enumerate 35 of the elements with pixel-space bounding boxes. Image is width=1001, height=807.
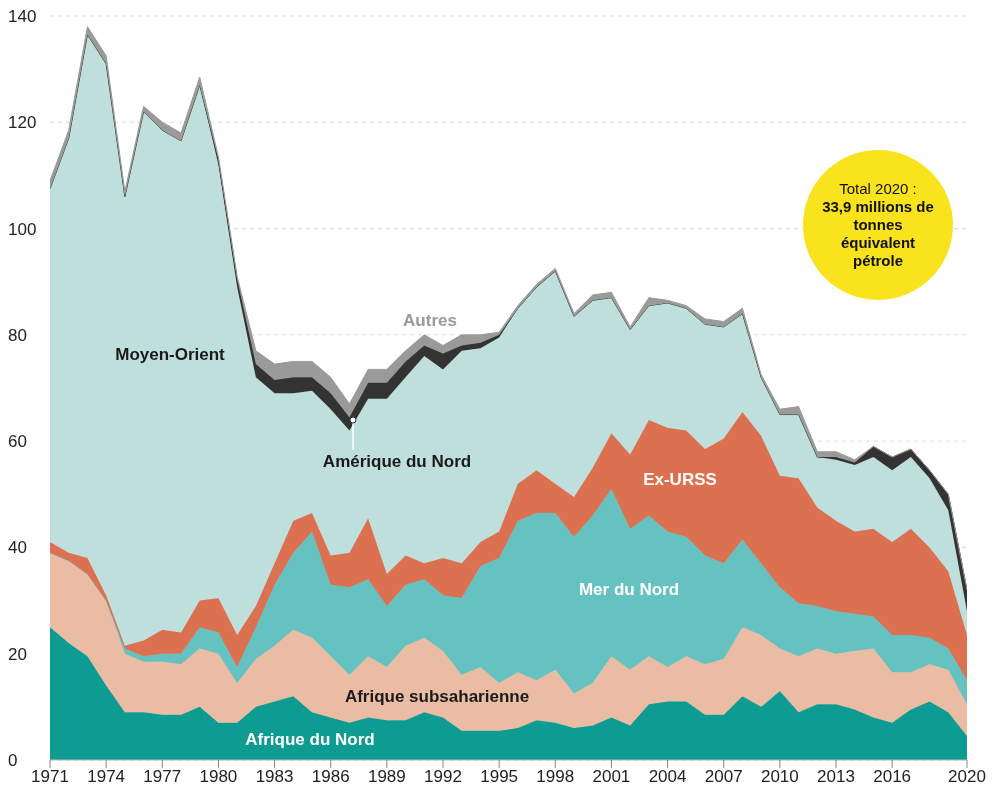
x-tick-label: 1995 <box>480 767 519 787</box>
x-tick-label: 2007 <box>704 767 743 787</box>
x-tick-label: 2016 <box>873 767 912 787</box>
series-label: Moyen-Orient <box>115 345 225 365</box>
x-tick-label: 1983 <box>255 767 294 787</box>
series-label: Afrique subsaharienne <box>344 687 530 707</box>
series-label: Afrique du Nord <box>245 730 375 750</box>
x-tick-label: 2001 <box>592 767 631 787</box>
x-tick-label: 1989 <box>367 767 406 787</box>
series-label: Ex-URSS <box>643 470 717 490</box>
badge-circle: Total 2020 : 33,9 millions de tonnes équivalent pétrole <box>803 150 953 300</box>
x-tick-label: 1992 <box>424 767 462 787</box>
x-tick-label: 1980 <box>199 767 238 787</box>
text: Amérique du Nord <box>322 452 472 472</box>
y-tick-label: 80 <box>8 325 27 345</box>
y-tick-label: 20 <box>8 644 27 664</box>
annotation: 33,9 millions de tonnes équivalent pétrole <box>821 198 935 270</box>
series-label: Autres <box>403 311 457 331</box>
x-tick-label: 1986 <box>311 767 350 787</box>
x-tick-label: 2020 <box>948 767 986 787</box>
series-label: Mer du Nord <box>578 580 680 600</box>
y-tick-label: 40 <box>8 538 27 558</box>
x-tick-label: 1998 <box>536 767 575 787</box>
x-tick-label: 1971 <box>31 767 69 787</box>
annotation: Total 2020 : <box>839 180 917 198</box>
x-tick-label: 2004 <box>648 767 687 787</box>
y-tick-label: 100 <box>8 219 37 239</box>
y-tick-label: 140 <box>8 7 37 27</box>
y-tick-label: 0 <box>8 751 18 771</box>
x-tick-label: 2010 <box>760 767 799 787</box>
y-tick-label: 120 <box>8 113 37 133</box>
x-tick-label: 2013 <box>817 767 855 787</box>
x-tick-label: 1977 <box>143 767 182 787</box>
x-tick-label: 1974 <box>87 767 126 787</box>
y-tick-label: 60 <box>8 432 27 452</box>
